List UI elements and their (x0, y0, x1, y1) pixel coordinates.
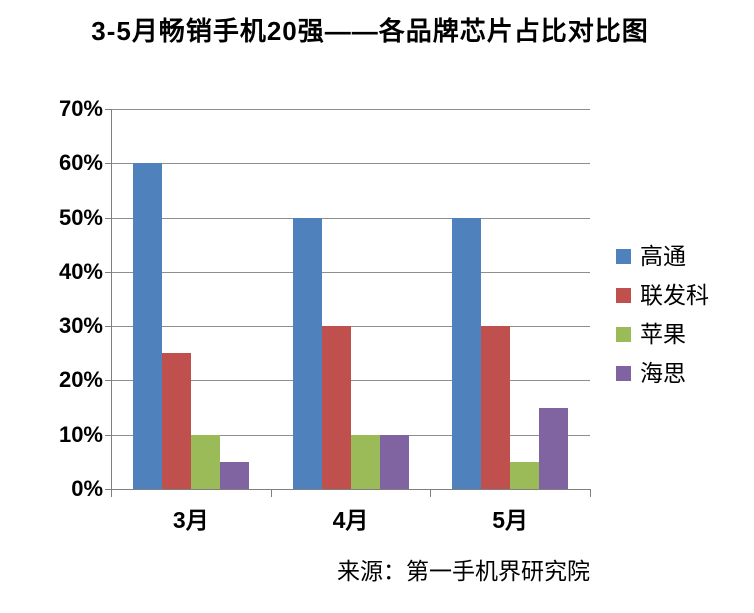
y-axis-label: 30% (58, 313, 103, 339)
legend-swatch-icon (616, 366, 631, 381)
legend-label: 高通 (640, 243, 686, 269)
bar (219, 461, 249, 489)
gridline (111, 326, 590, 328)
x-axis-tick (590, 489, 591, 497)
bar (539, 407, 569, 489)
x-axis-label: 4月 (332, 507, 369, 533)
bar (350, 434, 380, 489)
bar (510, 461, 540, 489)
x-axis-tick (111, 489, 112, 497)
legend-swatch-icon (616, 249, 631, 264)
bar (379, 434, 409, 489)
y-axis-tick (105, 109, 111, 110)
x-axis-line (111, 489, 591, 490)
y-axis-tick (105, 489, 111, 490)
y-axis-label: 20% (58, 367, 103, 393)
x-axis-label: 5月 (492, 507, 529, 533)
y-axis-tick (105, 163, 111, 165)
bar (190, 434, 220, 489)
legend-item: 高通 (616, 244, 709, 269)
y-axis-tick (105, 326, 111, 328)
y-axis-label: 70% (58, 96, 103, 121)
gridline (111, 271, 590, 273)
legend-item: 苹果 (616, 322, 709, 347)
legend-label: 联发科 (640, 282, 709, 308)
x-axis-tick (270, 489, 272, 497)
legend: 高通 联发科 苹果 海思 (616, 244, 709, 386)
bar (161, 353, 191, 489)
chart-title: 3-5月畅销手机20强——各品牌芯片占比对比图 (91, 16, 649, 46)
gridline (111, 163, 590, 165)
y-axis-label: 10% (58, 421, 103, 447)
y-axis-label: 50% (58, 204, 103, 230)
x-axis-tick (430, 489, 432, 497)
y-axis-tick (105, 380, 111, 382)
legend-item: 联发科 (616, 283, 709, 308)
gridline (111, 380, 590, 382)
y-axis-tick (105, 217, 111, 219)
y-axis-tick (105, 271, 111, 273)
y-axis-label: 40% (58, 258, 103, 284)
bar (132, 163, 162, 489)
legend-label: 苹果 (640, 321, 686, 347)
bar (292, 217, 322, 489)
gridline (111, 217, 590, 219)
y-axis-label: 60% (58, 150, 103, 176)
legend-swatch-icon (616, 288, 631, 303)
gridline (111, 109, 590, 110)
y-axis-label: 0% (71, 476, 103, 501)
y-axis-line (111, 109, 112, 497)
legend-label: 海思 (640, 360, 686, 386)
y-axis-tick (105, 434, 111, 436)
legend-swatch-icon (616, 327, 631, 342)
x-axis-label: 3月 (172, 507, 209, 533)
bar (452, 217, 482, 489)
bar (481, 326, 511, 489)
source-note: 来源：第一手机界研究院 (337, 558, 590, 584)
legend-item: 海思 (616, 361, 709, 386)
bar (321, 326, 351, 489)
